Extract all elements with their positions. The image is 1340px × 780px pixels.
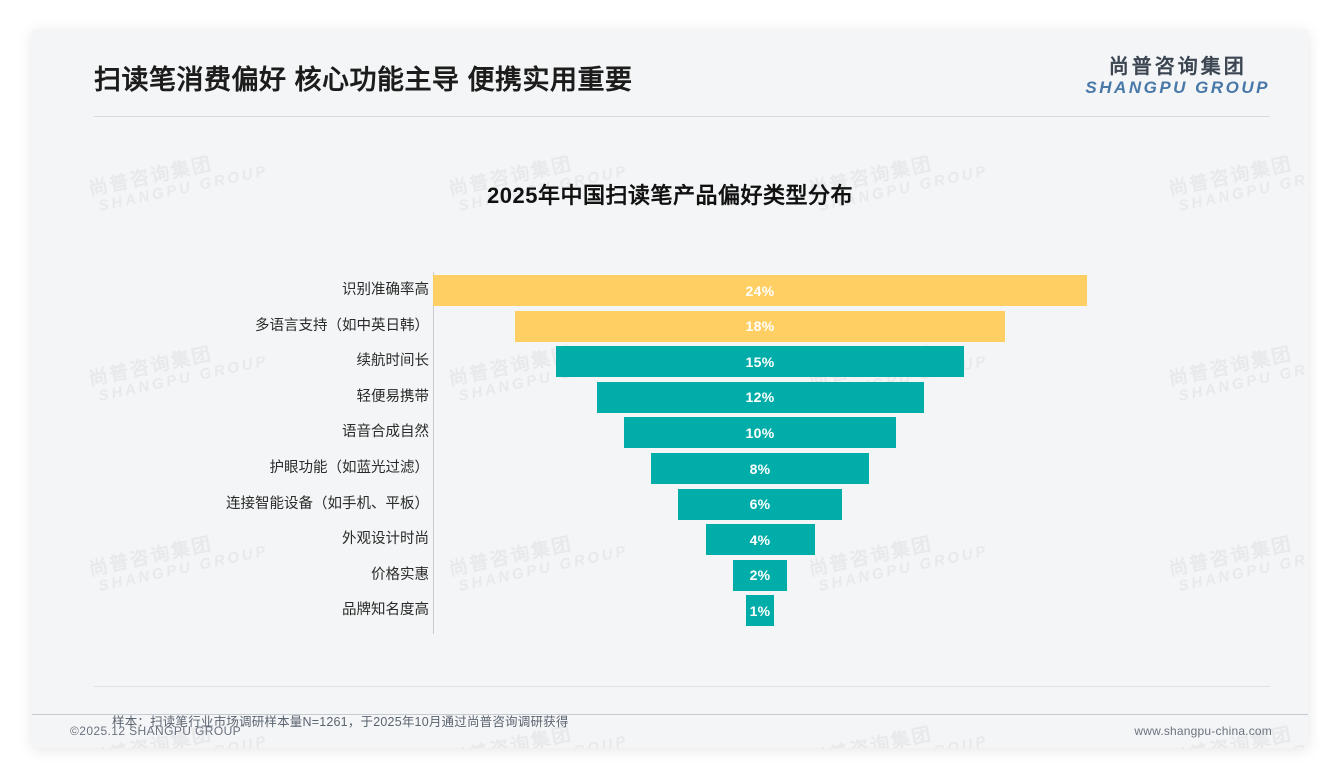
chart-title: 2025年中国扫读笔产品偏好类型分布 — [487, 183, 853, 208]
slide-card: 尚普咨询集团 SHANGPU GROUP 尚普咨询集团 SHANGPU GROUP 尚普… — [32, 30, 1308, 748]
funnel-row: 价格实惠 2% — [32, 558, 1308, 594]
funnel-bar[interactable]: 10% — [623, 417, 897, 449]
bar-value-label: 18% — [745, 318, 775, 335]
funnel-row: 品牌知名度高 1% — [32, 593, 1308, 629]
funnel-bar[interactable]: 24% — [433, 275, 1087, 306]
bar-value-label: 1% — [749, 602, 771, 619]
funnel-row: 识别准确率高 24% — [32, 273, 1308, 309]
bar-value-label: 4% — [749, 531, 771, 548]
funnel-bar[interactable]: 6% — [678, 488, 842, 520]
bar-value-label: 10% — [745, 424, 775, 441]
funnel-bar[interactable]: 2% — [732, 559, 788, 591]
company-logo: 尚普咨询集团 SHANGPU GROUP — [1085, 56, 1270, 98]
footnote-divider — [94, 686, 1270, 687]
bar-value-label: 2% — [749, 567, 771, 584]
logo-chinese-text: 尚普咨询集团 — [1108, 56, 1247, 78]
funnel-bar[interactable]: 15% — [555, 346, 965, 378]
funnel-row: 轻便易携带 12% — [32, 380, 1308, 416]
funnel-bar[interactable]: 4% — [705, 524, 815, 556]
category-label: 品牌知名度高 — [342, 602, 429, 619]
header-divider — [94, 116, 1270, 117]
category-label: 语音合成自然 — [342, 424, 429, 441]
bar-value-label: 15% — [745, 353, 775, 370]
slide-footer: ©2025.12 SHANGPU GROUP www.shangpu-china… — [32, 714, 1308, 748]
category-label: 连接智能设备（如手机、平板） — [226, 495, 429, 512]
category-label: 护眼功能（如蓝光过滤） — [269, 460, 430, 476]
category-axis-line — [433, 272, 434, 634]
page-title: 扫读笔消费偏好 核心功能主导 便携实用重要 — [94, 65, 633, 95]
chart-container: 2025年中国扫读笔产品偏好类型分布 识别准确率高 24% 多语言支持（如中英日韩）… — [32, 150, 1308, 670]
funnel-row: 连接智能设备（如手机、平板） 6% — [32, 487, 1308, 523]
logo-english-text: SHANGPU GROUP — [1085, 78, 1270, 97]
sample-footnote: 样本：扫读笔行业市场调研样本量N=1261，于2025年10月通过尚普咨询调研获… — [112, 715, 569, 729]
category-label: 多语言支持（如中英日韩） — [255, 317, 429, 334]
funnel-row: 护眼功能（如蓝光过滤） 8% — [32, 451, 1308, 487]
category-label: 轻便易携带 — [356, 388, 430, 405]
funnel-row: 多语言支持（如中英日韩） 18% — [32, 309, 1308, 345]
funnel-row: 续航时间长 15% — [32, 344, 1308, 380]
category-label: 续航时间长 — [356, 353, 430, 370]
funnel-bar[interactable]: 18% — [514, 310, 1006, 342]
funnel-row: 外观设计时尚 4% — [32, 522, 1308, 558]
funnel-bar[interactable]: 12% — [596, 381, 924, 413]
funnel-bar[interactable]: 8% — [651, 453, 869, 484]
bar-value-label: 24% — [745, 282, 775, 299]
slide-header: 扫读笔消费偏好 核心功能主导 便携实用重要 尚普咨询集团 SHANGPU GRO… — [32, 30, 1308, 120]
bar-value-label: 8% — [749, 460, 771, 477]
category-label: 价格实惠 — [371, 566, 429, 583]
bar-value-label: 12% — [745, 389, 775, 406]
footer-divider — [32, 714, 1308, 715]
funnel-bar[interactable]: 1% — [746, 595, 774, 627]
bar-value-label: 6% — [749, 496, 771, 513]
funnel-row: 语音合成自然 10% — [32, 415, 1308, 451]
funnel-chart-plot: 识别准确率高 24% 多语言支持（如中英日韩） 18% 续航时间长 15% 轻便易携带 12%… — [32, 272, 1308, 644]
category-label: 外观设计时尚 — [342, 531, 429, 548]
website-link[interactable]: www.shangpu-china.com — [1134, 724, 1272, 738]
category-label: 识别准确率高 — [342, 282, 429, 298]
copyright-text: ©2025.12 SHANGPU GROUP — [70, 724, 242, 738]
